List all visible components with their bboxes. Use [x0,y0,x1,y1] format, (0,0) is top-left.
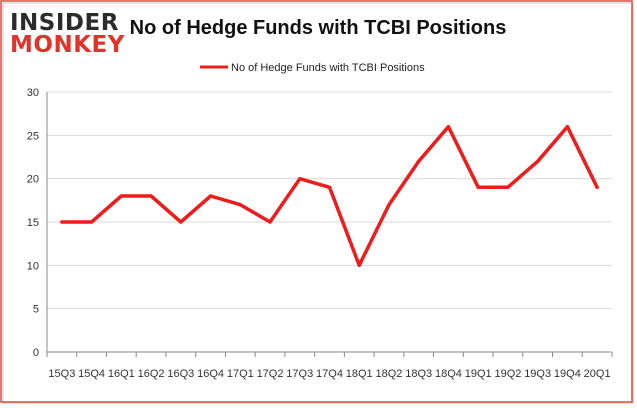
x-tick-label: 19Q2 [494,368,521,380]
data-point [357,263,361,267]
data-point [506,185,510,189]
x-tick-label: 17Q3 [286,368,313,380]
y-tick-label-5: 5 [33,304,39,316]
x-tick-label: 16Q4 [197,368,224,380]
legend-label: No of Hedge Funds with TCBI Positions [231,62,425,74]
y-tick-label-30: 30 [27,87,39,99]
data-point [327,185,332,189]
axes [46,92,612,353]
y-tick-label-20: 20 [27,174,39,186]
data-point [60,220,64,224]
y-tick-label-10: 10 [27,260,39,272]
data-point [446,125,451,129]
x-tick-label: 17Q4 [316,368,343,380]
insider-monkey-logo: INSIDER MONKEY [10,10,125,58]
x-tick-label: 18Q3 [405,368,432,380]
data-point [90,220,94,224]
x-tick-label: 16Q3 [167,368,194,380]
series-line-0 [60,124,599,268]
gridlines [47,91,612,353]
data-point [298,177,302,181]
x-tick-label: 18Q4 [435,368,462,380]
frame-shadow [2,2,634,404]
data-point [565,125,569,129]
x-tick-label: 19Q3 [524,368,551,380]
data-point [595,185,599,189]
y-tick-label-25: 25 [27,130,39,142]
x-tick-label: 19Q1 [465,368,492,380]
x-tick-label: 16Q2 [138,368,165,380]
logo-line2: MONKEY [10,32,125,58]
x-tick-label: 18Q2 [376,368,403,380]
data-point [149,194,153,198]
x-tick-label: 18Q1 [346,368,373,380]
legend: No of Hedge Funds with TCBI Positions [200,62,425,74]
x-axis-ticks: 15Q3 15Q4 16Q1 16Q2 16Q3 16Q4 17Q1 17Q2 17Q3 17Q4… [46,352,613,380]
y-tick-label-0: 0 [33,347,39,359]
x-tick-label: 16Q1 [108,368,135,380]
data-point [268,220,272,224]
x-tick-label: 20Q1 [584,368,611,380]
x-tick-label: 19Q4 [554,368,581,380]
data-point [208,194,213,198]
x-tick-label: 17Q2 [257,368,284,380]
x-tick-label: 17Q1 [227,368,254,380]
data-point [476,185,480,189]
data-point [179,220,183,224]
data-point [119,194,123,198]
x-tick-label: 15Q4 [78,368,105,380]
data-point [417,159,421,163]
y-axis-ticks: 0 5 10 15 20 25 30 [27,87,39,359]
data-point [536,159,540,163]
chart-title: No of Hedge Funds with TCBI Positions [130,17,507,39]
logo-line1: INSIDER [10,10,119,36]
y-tick-label-15: 15 [27,217,39,229]
data-point [238,203,242,207]
x-tick-label: 15Q3 [48,368,75,380]
series-layer [60,124,599,268]
data-point [387,203,391,207]
